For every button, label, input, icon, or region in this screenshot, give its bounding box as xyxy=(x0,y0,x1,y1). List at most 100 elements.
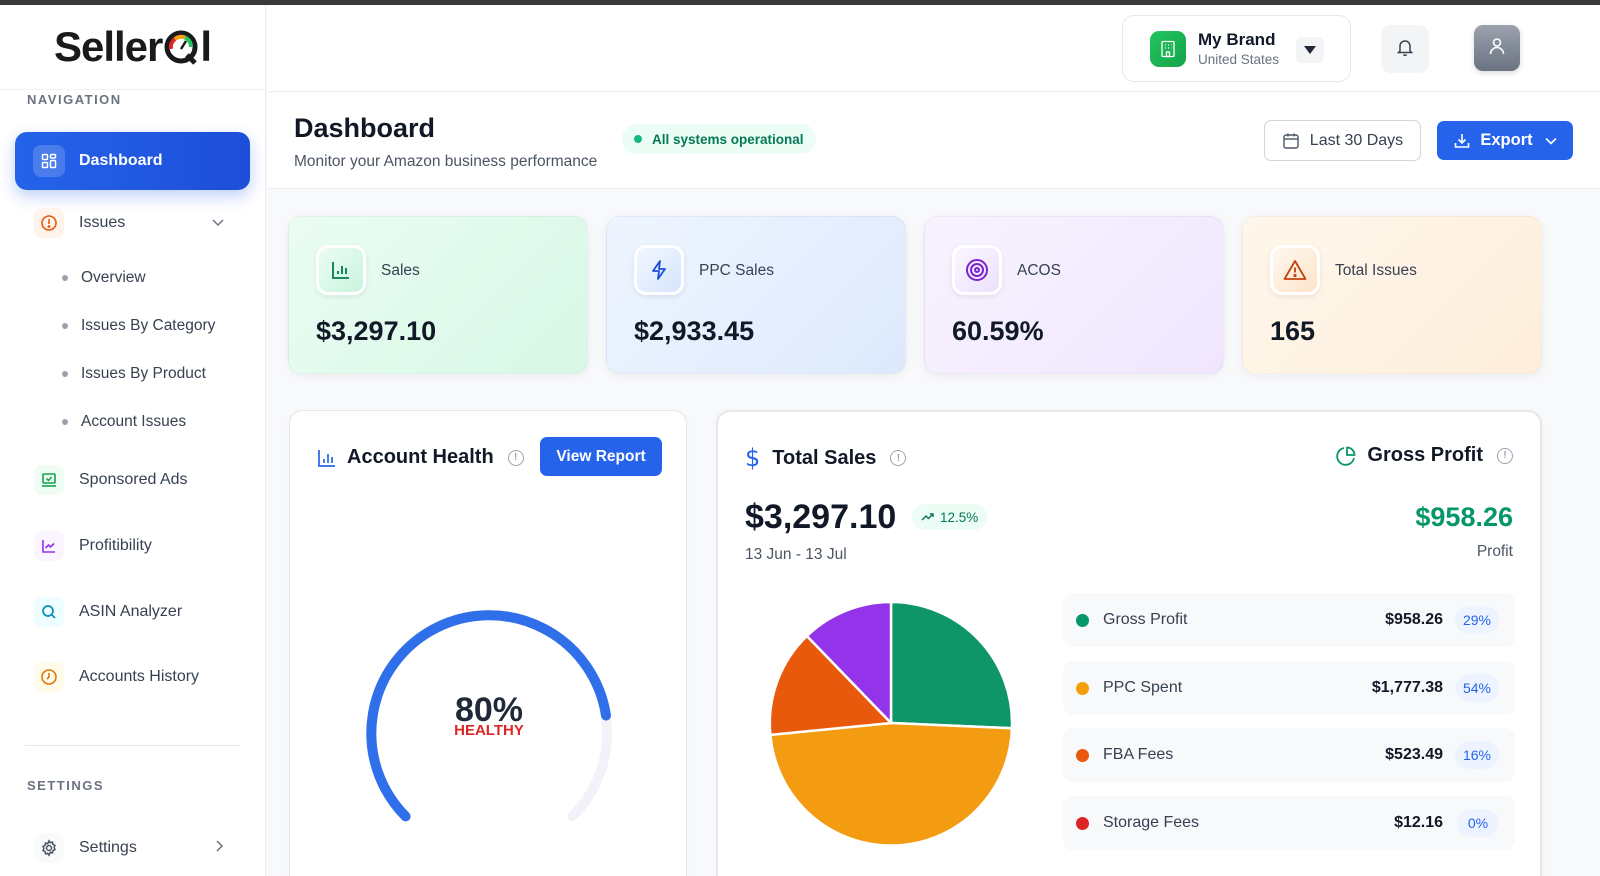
logo-text-prefix: Seller xyxy=(53,23,163,70)
account-health-title: Account Health xyxy=(347,446,494,468)
date-range-button[interactable]: Last 30 Days xyxy=(1264,120,1421,161)
bar-chart-icon xyxy=(317,448,337,468)
sidebar-subitem-issues-by-product[interactable]: Issues By Product xyxy=(62,365,206,383)
sidebar-subitem-issues-by-category[interactable]: Issues By Category xyxy=(62,317,215,335)
brand-selector[interactable]: My Brand United States xyxy=(1122,15,1351,82)
legend-dot-icon xyxy=(1076,748,1089,762)
legend-percent-badge: 54% xyxy=(1454,674,1499,702)
sidebar-subitem-account-issues[interactable]: Account Issues xyxy=(62,413,186,431)
stat-label: PPC Sales xyxy=(699,262,774,279)
system-status-badge: All systems operational xyxy=(622,124,816,154)
sidebar-item-label: Settings xyxy=(79,839,137,856)
user-icon xyxy=(1487,36,1507,61)
building-icon xyxy=(1150,30,1186,67)
stat-label: Total Issues xyxy=(1335,262,1417,279)
search-icon xyxy=(34,597,64,627)
account-health-card: Account Health ! View Report 80% HEALTHY xyxy=(289,410,687,876)
page-header: Dashboard Monitor your Amazon business p… xyxy=(267,93,1600,189)
logo[interactable]: Seller l xyxy=(0,5,265,90)
sidebar-subitem-label: Issues By Category xyxy=(81,317,216,334)
sidebar-item-asin-analyzer[interactable]: ASIN Analyzer xyxy=(34,594,234,630)
legend-row-fba-fees[interactable]: FBA Fees $523.49 16% xyxy=(1063,728,1515,782)
sidebar-item-label: Profitibility xyxy=(79,537,152,554)
sidebar-item-label: Sponsored Ads xyxy=(79,471,188,488)
legend-dot-icon xyxy=(1076,613,1089,627)
view-report-button[interactable]: View Report xyxy=(540,437,662,476)
legend-dot-icon xyxy=(1076,681,1089,695)
sidebar-item-accounts-history[interactable]: Accounts History xyxy=(34,659,234,695)
stat-card-total-issues[interactable]: Total Issues 165 xyxy=(1242,216,1542,374)
gross-profit-value: $958.26 xyxy=(1415,502,1513,532)
sidebar-item-settings[interactable]: Settings xyxy=(34,830,234,866)
legend-name: Gross Profit xyxy=(1103,611,1188,628)
gross-profit-caption: Profit xyxy=(1476,543,1513,560)
sidebar-item-dashboard[interactable]: Dashboard xyxy=(15,132,250,190)
settings-section-label: SETTINGS xyxy=(27,778,105,793)
user-avatar-button[interactable] xyxy=(1474,25,1520,71)
sidebar-item-label: ASIN Analyzer xyxy=(79,603,183,620)
legend-name: FBA Fees xyxy=(1103,746,1174,763)
stat-value: 60.59% xyxy=(952,316,1044,346)
date-range-text: 13 Jun - 13 Jul xyxy=(745,546,847,563)
stat-value: $3,297.10 xyxy=(316,316,437,346)
total-sales-value: $3,297.10 xyxy=(745,498,897,536)
date-range-label: Last 30 Days xyxy=(1309,131,1404,149)
stat-value: 165 xyxy=(1270,316,1316,346)
info-icon[interactable]: ! xyxy=(890,450,907,466)
sidebar-item-issues[interactable]: Issues xyxy=(34,205,234,241)
notifications-button[interactable] xyxy=(1381,25,1429,73)
bullet-icon xyxy=(62,419,68,425)
page-title: Dashboard xyxy=(294,113,436,143)
chevron-down-icon[interactable] xyxy=(212,214,224,232)
bullet-icon xyxy=(62,371,68,377)
lightning-icon xyxy=(634,245,684,295)
page-subtitle: Monitor your Amazon business performance xyxy=(294,153,598,170)
stat-label: Sales xyxy=(381,262,420,279)
sidebar-subitem-label: Overview xyxy=(81,269,146,286)
export-button[interactable]: Export xyxy=(1437,121,1573,160)
legend-value: $1,777.38 xyxy=(1371,679,1443,696)
dollar-icon: $ xyxy=(745,444,761,472)
legend-percent-badge: 0% xyxy=(1457,809,1499,837)
sidebar-subitem-overview[interactable]: Overview xyxy=(62,269,146,287)
health-status: HEALTHY xyxy=(454,722,524,739)
bell-icon xyxy=(1395,37,1415,62)
alert-circle-icon xyxy=(34,208,64,238)
export-label: Export xyxy=(1480,131,1533,149)
legend-row-gross-profit[interactable]: Gross Profit $958.26 29% xyxy=(1063,593,1515,647)
sidebar-subitem-label: Account Issues xyxy=(81,413,187,430)
stat-card-acos[interactable]: ACOS 60.59% xyxy=(924,216,1224,374)
monitor-check-icon xyxy=(34,465,64,495)
trend-value: 12.5% xyxy=(940,509,979,525)
caret-down-icon[interactable] xyxy=(1296,37,1324,63)
sidebar-item-label: Issues xyxy=(79,214,126,231)
sidebar-item-sponsored-ads[interactable]: Sponsored Ads xyxy=(34,462,234,498)
bar-chart-icon xyxy=(316,245,366,295)
stat-label: ACOS xyxy=(1017,262,1061,279)
legend-name: Storage Fees xyxy=(1103,814,1200,831)
total-sales-title: Total Sales xyxy=(772,446,877,469)
legend-value: $958.26 xyxy=(1385,611,1443,628)
target-icon xyxy=(952,245,1002,295)
legend-row-ppc-spent[interactable]: PPC Spent $1,777.38 54% xyxy=(1063,661,1515,715)
total-sales-card: $ Total Sales ! Gross Profit ! $3,297.10… xyxy=(716,410,1542,876)
info-icon[interactable]: ! xyxy=(1497,447,1513,464)
info-icon[interactable]: ! xyxy=(507,449,524,466)
legend-percent-badge: 29% xyxy=(1454,606,1499,634)
sidebar-item-profitibility[interactable]: Profitibility xyxy=(34,528,234,564)
speedometer-logo-icon xyxy=(163,29,199,65)
sidebar-item-label: Accounts History xyxy=(79,668,200,685)
sidebar-subitem-label: Issues By Product xyxy=(81,365,206,382)
trend-badge: 12.5% xyxy=(912,504,988,530)
stat-value: $2,933.45 xyxy=(634,316,755,346)
legend-row-storage-fees[interactable]: Storage Fees $12.16 0% xyxy=(1063,796,1515,850)
top-header: My Brand United States xyxy=(267,5,1600,92)
sidebar-divider xyxy=(25,745,240,746)
sidebar: Seller l NAVIGATION Dashboard xyxy=(0,5,266,876)
chevron-right-icon[interactable] xyxy=(216,839,224,857)
stat-card-sales[interactable]: Sales $3,297.10 xyxy=(288,216,588,374)
stat-card-ppc-sales[interactable]: PPC Sales $2,933.45 xyxy=(606,216,906,374)
bullet-icon xyxy=(62,275,68,281)
grid-icon xyxy=(33,145,65,177)
health-gauge xyxy=(366,609,612,822)
